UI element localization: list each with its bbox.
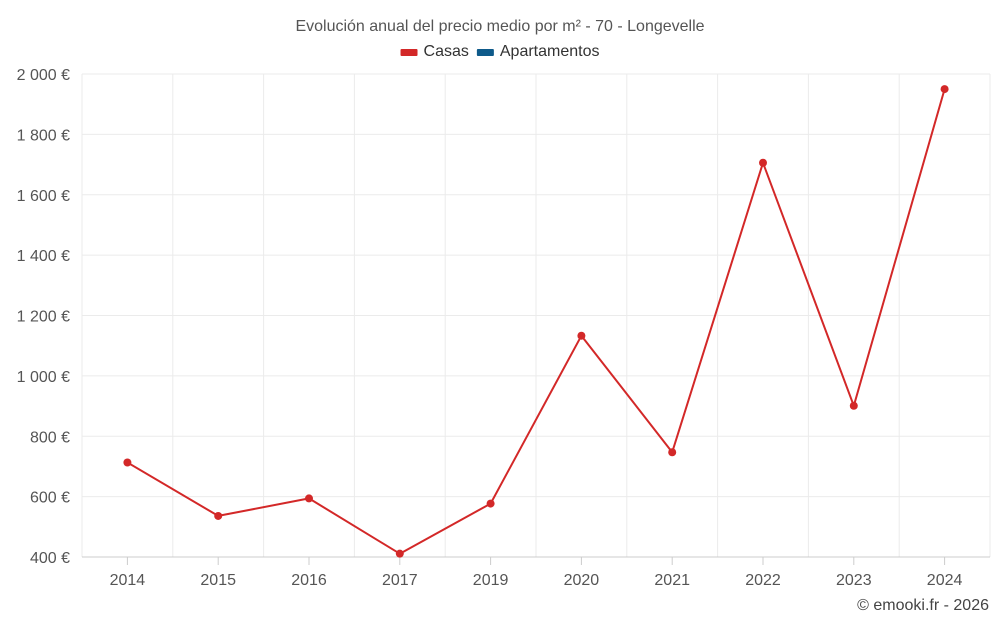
- x-tick-label: 2016: [291, 572, 327, 589]
- x-tick-label: 2015: [200, 572, 236, 589]
- grid: [81, 73, 991, 557]
- y-tick-label: 1 000 €: [17, 369, 70, 386]
- series-line-casas: [126, 88, 946, 555]
- x-tick-label: 2022: [745, 572, 781, 589]
- x-tick-label: 2024: [927, 572, 963, 589]
- legend-swatch-casas[interactable]: [400, 49, 418, 56]
- data-point-casas[interactable]: [214, 511, 223, 520]
- data-point-casas[interactable]: [668, 448, 677, 457]
- x-tick-label: 2017: [382, 572, 418, 589]
- credit-text: © emooki.fr - 2026: [857, 597, 989, 614]
- data-point-casas[interactable]: [123, 458, 132, 467]
- x-tick-label: 2019: [473, 572, 509, 589]
- series-layer: [123, 85, 949, 558]
- y-tick-label: 2 000 €: [17, 67, 70, 84]
- chart-title: Evolución anual del precio medio por m² …: [295, 18, 704, 35]
- legend: Casas Apartamentos: [400, 43, 600, 60]
- data-point-casas[interactable]: [395, 549, 404, 558]
- data-point-casas[interactable]: [486, 499, 495, 508]
- legend-swatch-apartamentos[interactable]: [476, 49, 494, 56]
- x-tick-label: 2014: [110, 572, 146, 589]
- data-point-casas[interactable]: [849, 401, 858, 410]
- y-tick-label: 400 €: [30, 550, 70, 567]
- x-axis: 2014 2015 2016 2017 2019 2020 2021 2022 2023 2024: [82, 556, 990, 589]
- data-point-casas[interactable]: [305, 494, 313, 503]
- y-tick-label: 1 200 €: [17, 309, 70, 326]
- x-tick-label: 2021: [654, 572, 690, 589]
- x-tick-label: 2023: [836, 572, 872, 589]
- data-point-casas[interactable]: [759, 158, 767, 167]
- legend-label-casas[interactable]: Casas: [424, 43, 469, 60]
- x-tick-label: 2020: [564, 572, 600, 589]
- y-tick-label: 800 €: [30, 429, 70, 446]
- y-tick-label: 1 800 €: [17, 127, 70, 144]
- y-axis: 400 € 600 € 800 € 1 000 € 1 200 € 1 400 € 1 60…: [17, 67, 70, 567]
- data-point-casas[interactable]: [940, 85, 949, 94]
- y-tick-label: 1 600 €: [17, 188, 70, 205]
- legend-label-apartamentos[interactable]: Apartamentos: [500, 43, 600, 60]
- y-tick-label: 1 400 €: [17, 248, 70, 265]
- data-point-casas[interactable]: [577, 331, 586, 340]
- y-tick-label: 600 €: [30, 490, 70, 507]
